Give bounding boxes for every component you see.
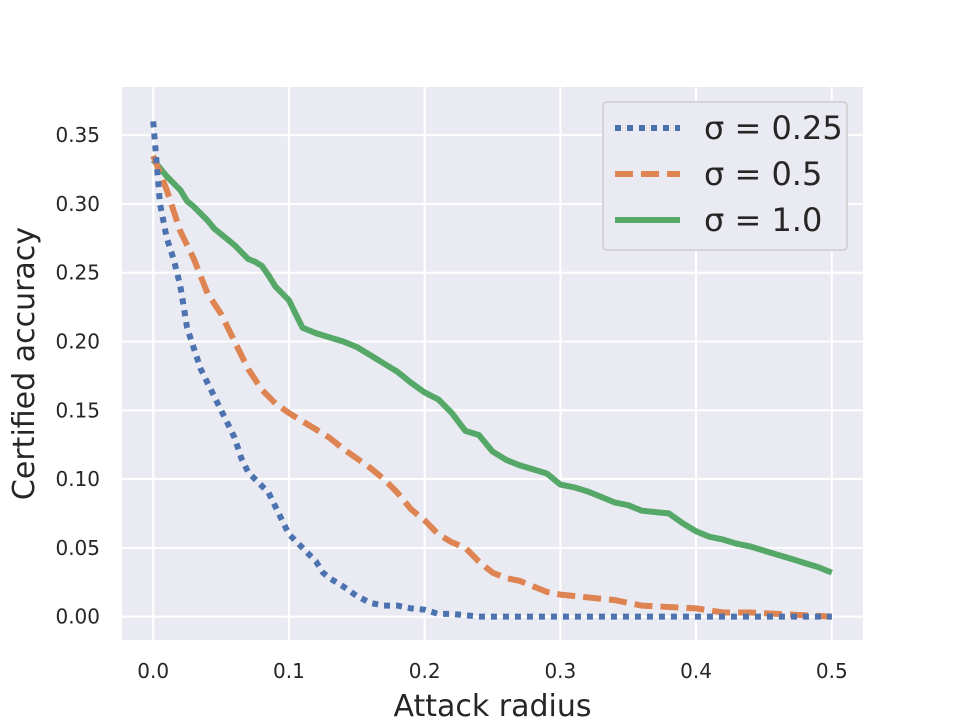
legend-label-sigma-1.0: σ = 1.0 [704,201,822,239]
y-tick-label: 0.35 [55,123,100,147]
y-tick-label: 0.10 [55,467,100,491]
x-axis-label: Attack radius [393,689,591,720]
y-tick-label: 0.00 [55,605,100,629]
y-tick-label: 0.30 [55,192,100,216]
y-tick-label: 0.05 [55,536,100,560]
legend-label-sigma-0.25: σ = 0.25 [704,109,843,147]
legend: σ = 0.25 σ = 0.5 σ = 1.0 [602,101,848,251]
y-axis-ticks: 0.00 0.05 0.10 0.15 0.20 0.25 0.30 0.35 [55,123,100,628]
x-tick-label: 0.0 [137,659,169,683]
x-tick-label: 0.2 [409,659,441,683]
x-axis-ticks: 0.0 0.1 0.2 0.3 0.4 0.5 [137,659,847,683]
y-tick-label: 0.20 [55,329,100,353]
grid [122,87,863,640]
y-tick-label: 0.15 [55,398,100,422]
x-tick-label: 0.1 [273,659,305,683]
x-tick-label: 0.4 [680,659,712,683]
x-tick-label: 0.3 [544,659,576,683]
x-tick-label: 0.5 [816,659,848,683]
legend-box [602,101,848,251]
series-layer [150,121,833,620]
y-tick-label: 0.25 [55,261,100,285]
legend-label-sigma-0.5: σ = 0.5 [704,155,822,193]
series-line-1 [150,154,832,620]
y-axis-label: Certified accuracy [7,227,42,500]
series-line-0 [150,121,832,620]
series-line-2 [150,157,833,576]
